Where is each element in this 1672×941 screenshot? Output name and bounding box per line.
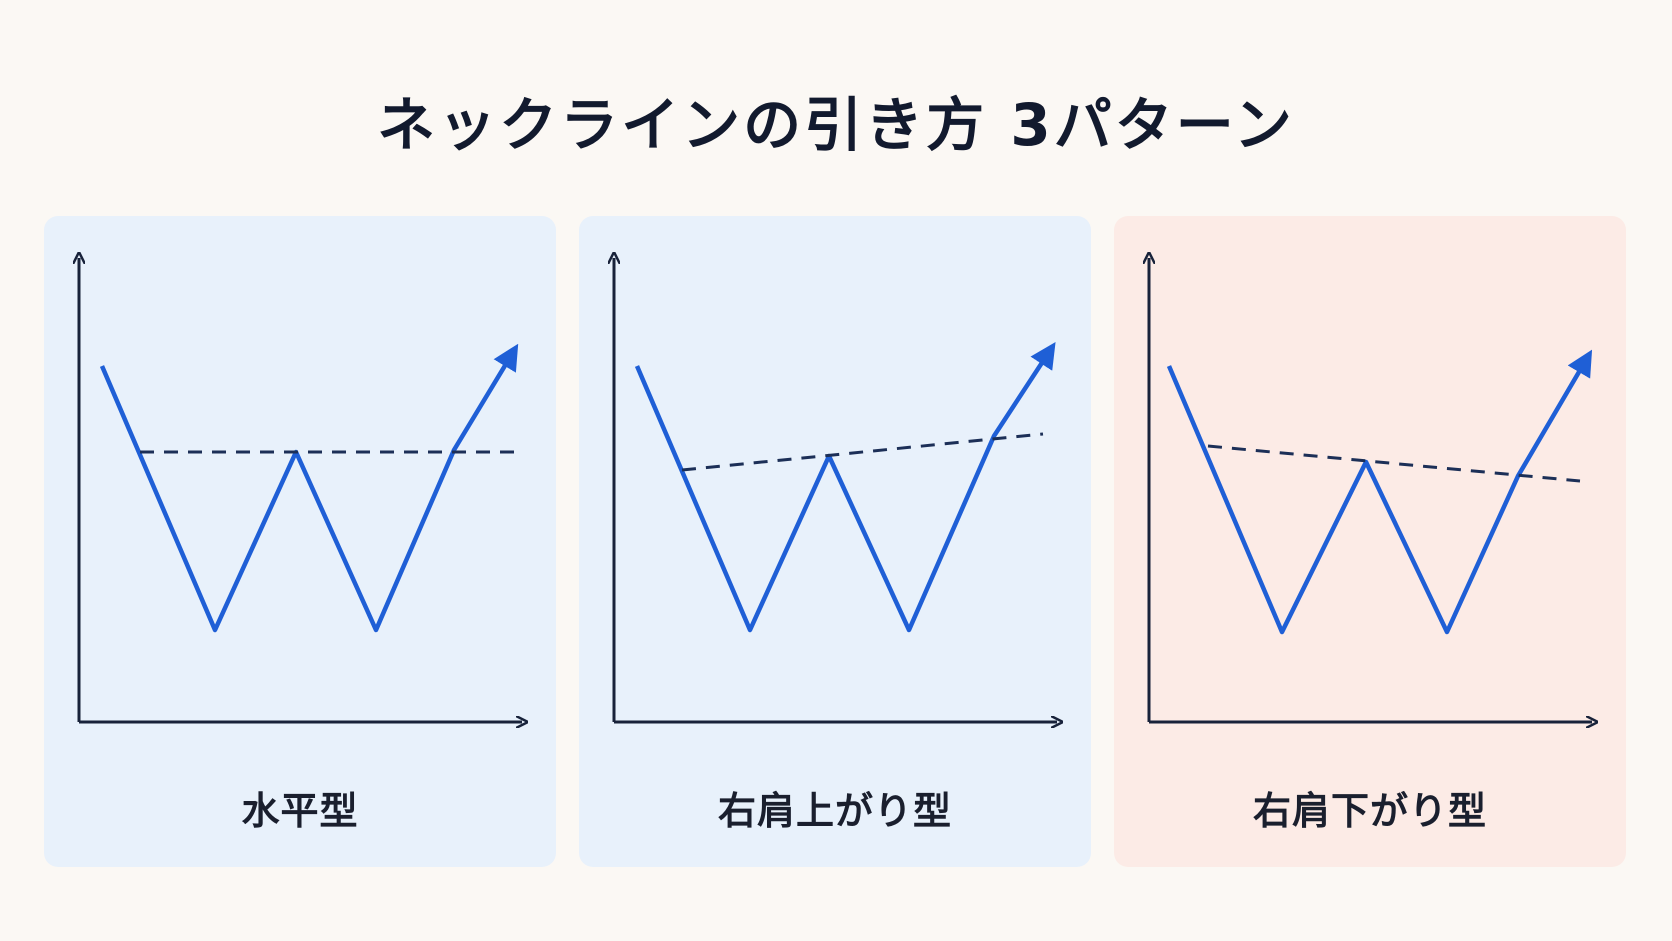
pattern-label: 右肩上がり型	[717, 789, 952, 833]
rising-neckline-diagram	[579, 216, 1091, 867]
horizontal-neckline-diagram	[44, 216, 556, 867]
pattern-panel-falling: 右肩下がり型	[1114, 216, 1626, 867]
price-line	[634, 341, 1056, 633]
pattern-panel-rising: 右肩上がり型	[579, 216, 1091, 867]
falling-neckline-diagram	[1114, 216, 1626, 867]
neckline	[681, 432, 1044, 472]
pattern-label: 水平型	[241, 789, 359, 833]
price-line	[99, 343, 519, 633]
page-title: ネックラインの引き方 3パターン	[377, 91, 1295, 159]
pattern-panel-horizontal: 水平型	[44, 216, 556, 867]
pattern-label: 右肩下がり型	[1252, 789, 1487, 833]
price-line	[1166, 349, 1593, 635]
